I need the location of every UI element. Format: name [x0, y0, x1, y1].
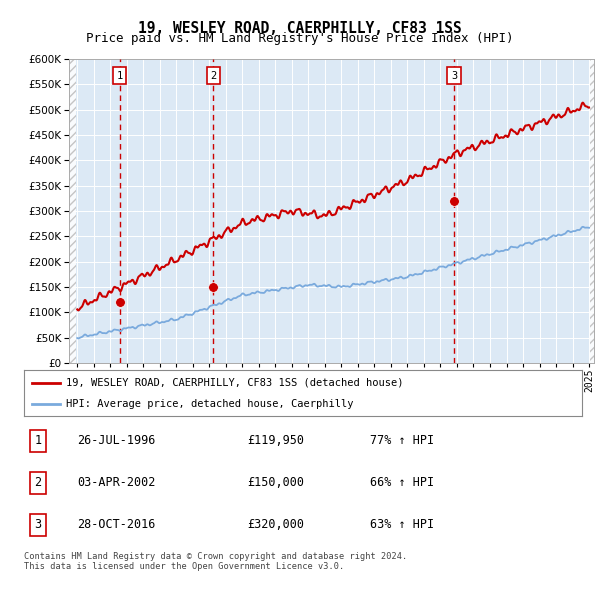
Text: 2: 2: [34, 476, 41, 489]
Text: 66% ↑ HPI: 66% ↑ HPI: [370, 476, 434, 489]
Text: 63% ↑ HPI: 63% ↑ HPI: [370, 518, 434, 531]
Text: 03-APR-2002: 03-APR-2002: [77, 476, 155, 489]
Text: 26-JUL-1996: 26-JUL-1996: [77, 434, 155, 447]
Bar: [590, 59, 596, 363]
Text: 3: 3: [34, 518, 41, 531]
Text: 77% ↑ HPI: 77% ↑ HPI: [370, 434, 434, 447]
Text: £320,000: £320,000: [247, 518, 304, 531]
Bar: [69, 59, 76, 363]
Text: 3: 3: [451, 71, 457, 81]
Text: £119,950: £119,950: [247, 434, 304, 447]
Text: 19, WESLEY ROAD, CAERPHILLY, CF83 1SS: 19, WESLEY ROAD, CAERPHILLY, CF83 1SS: [138, 21, 462, 35]
Text: 2: 2: [211, 71, 217, 81]
Text: £150,000: £150,000: [247, 476, 304, 489]
Text: Price paid vs. HM Land Registry's House Price Index (HPI): Price paid vs. HM Land Registry's House …: [86, 32, 514, 45]
Text: HPI: Average price, detached house, Caerphilly: HPI: Average price, detached house, Caer…: [66, 399, 353, 409]
Text: 1: 1: [116, 71, 123, 81]
Text: 1: 1: [34, 434, 41, 447]
Text: 19, WESLEY ROAD, CAERPHILLY, CF83 1SS (detached house): 19, WESLEY ROAD, CAERPHILLY, CF83 1SS (d…: [66, 378, 403, 388]
Text: 28-OCT-2016: 28-OCT-2016: [77, 518, 155, 531]
Text: Contains HM Land Registry data © Crown copyright and database right 2024.
This d: Contains HM Land Registry data © Crown c…: [24, 552, 407, 571]
